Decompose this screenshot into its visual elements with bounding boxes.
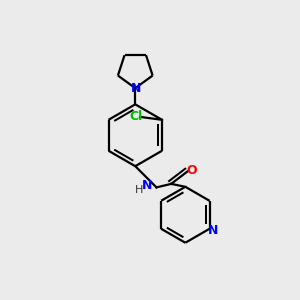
Text: Cl: Cl [130,110,143,123]
Text: H: H [135,185,143,195]
Text: N: N [208,224,218,237]
Text: O: O [187,164,197,176]
Text: N: N [131,82,141,95]
Text: N: N [142,178,152,191]
